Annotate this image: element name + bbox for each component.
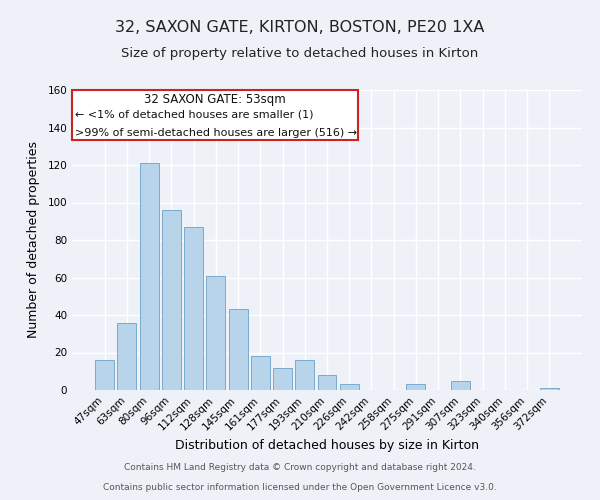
Text: Contains HM Land Registry data © Crown copyright and database right 2024.: Contains HM Land Registry data © Crown c… [124,464,476,472]
Bar [118,322,136,390]
Bar [340,384,359,390]
Bar [273,368,292,390]
Text: Size of property relative to detached houses in Kirton: Size of property relative to detached ho… [121,48,479,60]
Bar [451,380,470,390]
Bar [540,388,559,390]
X-axis label: Distribution of detached houses by size in Kirton: Distribution of detached houses by size … [175,438,479,452]
Bar [206,276,225,390]
Bar [162,210,181,390]
Text: >99% of semi-detached houses are larger (516) →: >99% of semi-detached houses are larger … [74,128,356,138]
Bar [317,375,337,390]
Bar [295,360,314,390]
Text: Contains public sector information licensed under the Open Government Licence v3: Contains public sector information licen… [103,484,497,492]
Bar [95,360,114,390]
Text: 32, SAXON GATE, KIRTON, BOSTON, PE20 1XA: 32, SAXON GATE, KIRTON, BOSTON, PE20 1XA [115,20,485,35]
Bar [184,227,203,390]
Bar [251,356,270,390]
Text: 32 SAXON GATE: 53sqm: 32 SAXON GATE: 53sqm [144,93,286,106]
Bar [406,384,425,390]
FancyBboxPatch shape [72,90,358,140]
Bar [140,163,158,390]
Text: ← <1% of detached houses are smaller (1): ← <1% of detached houses are smaller (1) [74,110,313,120]
Bar [229,310,248,390]
Y-axis label: Number of detached properties: Number of detached properties [28,142,40,338]
